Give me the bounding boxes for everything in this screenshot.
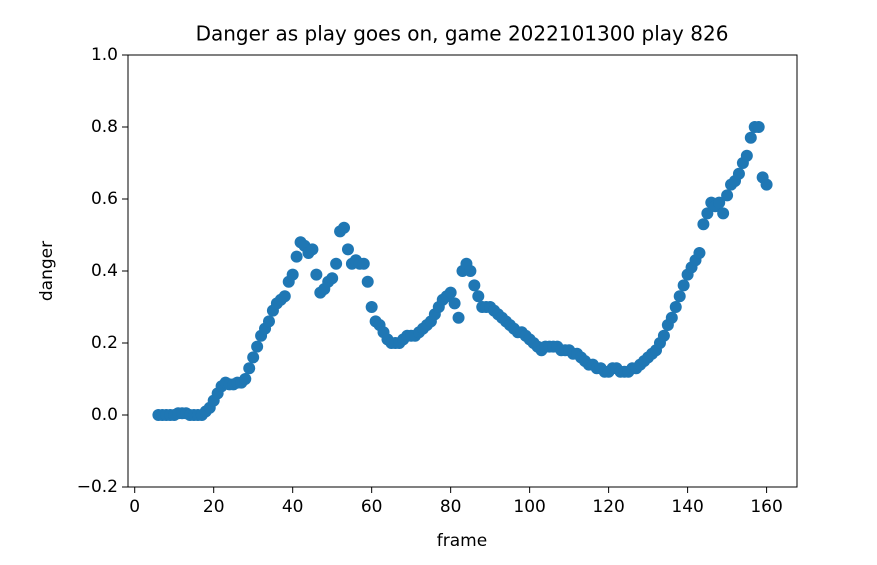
point bbox=[464, 265, 477, 277]
point bbox=[330, 257, 343, 270]
chart-title: Danger as play goes on, game 2022101300 … bbox=[196, 22, 729, 46]
x-tick-label: 20 bbox=[203, 497, 225, 517]
point bbox=[310, 268, 323, 281]
y-tick-label: 0.0 bbox=[91, 405, 118, 425]
x-tick-label: 160 bbox=[750, 497, 782, 517]
point bbox=[262, 315, 275, 328]
point bbox=[326, 272, 339, 285]
y-tick-label: 0.2 bbox=[91, 333, 118, 353]
x-tick-label: 80 bbox=[440, 497, 462, 517]
point bbox=[673, 290, 686, 303]
point bbox=[740, 149, 753, 162]
point bbox=[665, 311, 678, 324]
y-tick-label: −0.2 bbox=[77, 477, 118, 497]
x-tick-label: 60 bbox=[361, 497, 383, 517]
point bbox=[286, 268, 299, 281]
point bbox=[744, 131, 757, 144]
point bbox=[472, 290, 485, 303]
point bbox=[657, 329, 670, 342]
x-tick-label: 140 bbox=[671, 497, 703, 517]
point bbox=[448, 297, 461, 310]
y-tick-label: 1.0 bbox=[91, 45, 118, 65]
point bbox=[677, 279, 690, 292]
point bbox=[721, 189, 734, 202]
point bbox=[239, 373, 252, 385]
y-tick-label: 0.4 bbox=[91, 261, 118, 281]
x-tick-label: 120 bbox=[592, 497, 624, 517]
point bbox=[290, 250, 303, 263]
point bbox=[243, 362, 256, 375]
point bbox=[306, 243, 319, 256]
x-axis-label: frame bbox=[437, 531, 487, 551]
point bbox=[251, 340, 264, 353]
point bbox=[338, 221, 351, 234]
point bbox=[357, 257, 370, 270]
point bbox=[452, 311, 465, 324]
point bbox=[341, 243, 354, 256]
point bbox=[247, 351, 260, 364]
point bbox=[697, 218, 710, 231]
y-tick-label: 0.6 bbox=[91, 189, 118, 209]
point bbox=[468, 279, 481, 292]
x-tick-label: 40 bbox=[282, 497, 304, 517]
point bbox=[713, 196, 726, 209]
x-tick-label: 0 bbox=[129, 497, 140, 517]
y-axis-label: danger bbox=[37, 241, 57, 301]
point bbox=[693, 247, 706, 259]
point bbox=[760, 178, 773, 191]
x-tick-label: 100 bbox=[513, 497, 545, 517]
point bbox=[278, 290, 291, 303]
y-tick-label: 0.8 bbox=[91, 117, 118, 137]
point bbox=[361, 275, 374, 288]
point bbox=[732, 167, 745, 180]
point bbox=[717, 207, 730, 220]
point bbox=[669, 301, 682, 313]
point bbox=[752, 121, 765, 133]
point bbox=[444, 286, 457, 299]
point bbox=[365, 301, 378, 313]
point bbox=[701, 207, 714, 220]
plot-frame bbox=[127, 54, 798, 488]
